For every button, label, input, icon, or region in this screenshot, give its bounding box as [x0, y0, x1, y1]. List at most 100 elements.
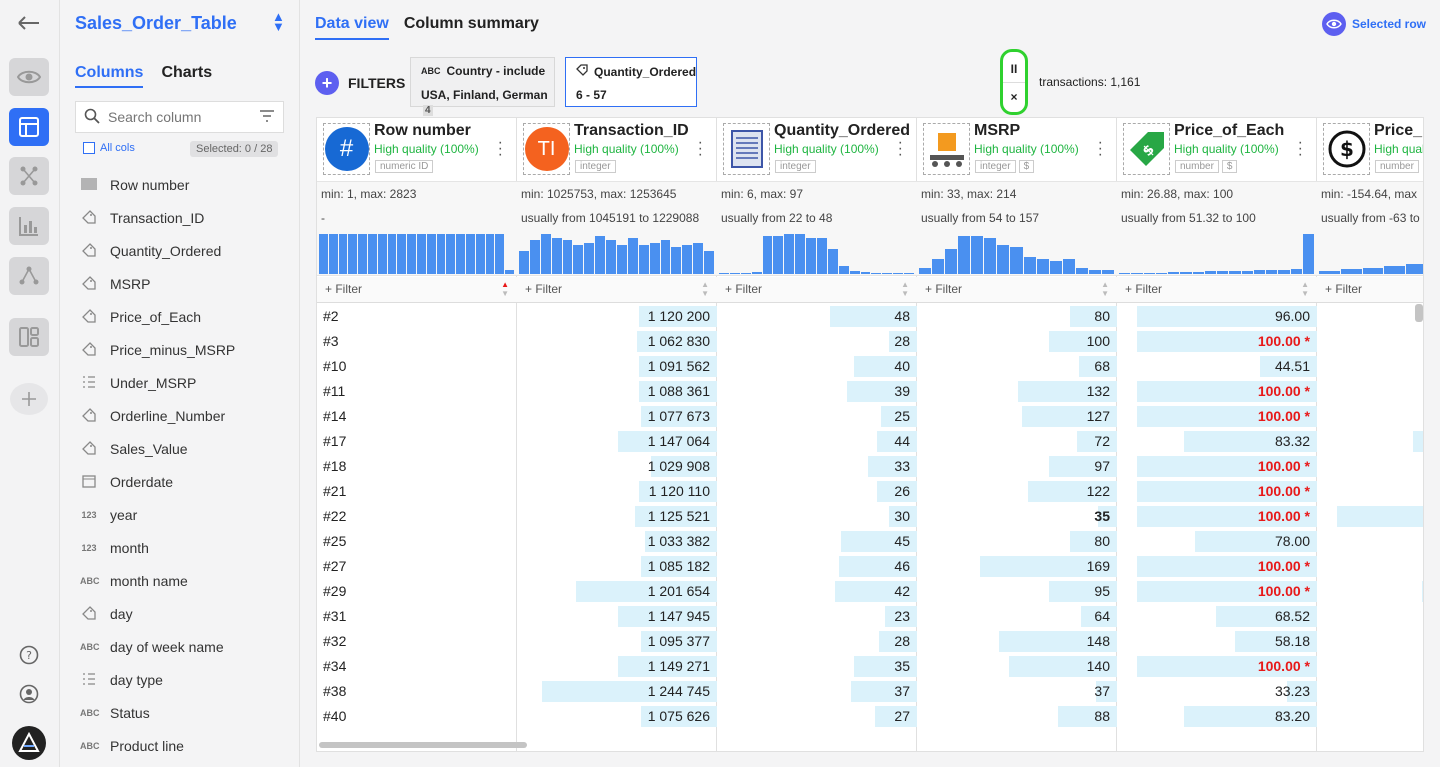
tab-data-view[interactable]: Data view	[315, 15, 389, 40]
table-cell[interactable]: #10	[317, 354, 517, 379]
table-cell[interactable]: #14	[317, 404, 517, 429]
search-input[interactable]	[108, 109, 251, 125]
table-cell[interactable]: 40	[717, 354, 917, 379]
table-cell[interactable]: 1 077 673	[517, 404, 717, 429]
table-cell[interactable]: 1 033 382	[517, 529, 717, 554]
table-cell[interactable]: 95	[917, 579, 1117, 604]
table-cell[interactable]: 1 125 521	[517, 504, 717, 529]
kebab-menu-icon[interactable]: · · ·	[697, 134, 703, 163]
table-cell[interactable]: #34	[317, 654, 517, 679]
table-cell[interactable]: 122	[917, 479, 1117, 504]
sidebar-column-item[interactable]: 123 year	[80, 498, 290, 531]
table-cell[interactable]: 45	[717, 529, 917, 554]
table-cell[interactable]: 100.00 *	[1117, 579, 1317, 604]
sidebar-column-item[interactable]: ABC day of week name	[80, 630, 290, 663]
add-filter-icon[interactable]: +	[315, 71, 339, 95]
table-cell[interactable]: 1 088 361	[517, 379, 717, 404]
column-filter-button[interactable]: + Filter ▲▼	[317, 277, 517, 303]
filter-chip-country[interactable]: ABC Country - include USA, Finland, Germa…	[410, 57, 555, 116]
table-cell[interactable]: #17	[317, 429, 517, 454]
vertical-scrollbar[interactable]	[1415, 304, 1423, 322]
table-cell[interactable]: 100.00 *	[1117, 404, 1317, 429]
table-cell[interactable]	[1317, 429, 1423, 454]
table-cell[interactable]: 1 029 908	[517, 454, 717, 479]
table-cell[interactable]: 23	[717, 604, 917, 629]
sidebar-column-item[interactable]: Orderdate	[80, 465, 290, 498]
table-cell[interactable]	[1317, 604, 1423, 629]
table-cell[interactable]: 72	[917, 429, 1117, 454]
kebab-menu-icon[interactable]: · · ·	[497, 134, 503, 163]
column-header[interactable]: TI Transaction_ID High quality (100%) integ…	[517, 118, 717, 182]
sidebar-column-item[interactable]: 123 month	[80, 531, 290, 564]
table-cell[interactable]: 100.00 *	[1117, 329, 1317, 354]
table-cell[interactable]: 83.20	[1117, 704, 1317, 729]
table-cell[interactable]: 148	[917, 629, 1117, 654]
sidebar-column-item[interactable]: Price_minus_MSRP	[80, 333, 290, 366]
table-cell[interactable]: 100.00 *	[1117, 654, 1317, 679]
chart-icon[interactable]	[9, 207, 49, 245]
selected-row-button[interactable]: Selected row	[1321, 12, 1426, 36]
table-cell[interactable]: 132	[917, 379, 1117, 404]
table-cell[interactable]: 25	[717, 404, 917, 429]
table-cell[interactable]: 1 120 200	[517, 304, 717, 329]
filter-chip-quantity[interactable]: Quantity_Ordered 6 - 57	[565, 57, 697, 107]
table-cell[interactable]: 44.51	[1117, 354, 1317, 379]
table-cell[interactable]	[1317, 579, 1423, 604]
table-cell[interactable]: #29	[317, 579, 517, 604]
table-cell[interactable]: 35	[917, 504, 1117, 529]
pause-filter-button[interactable]: II	[1010, 61, 1018, 76]
table-cell[interactable]: 1 095 377	[517, 629, 717, 654]
table-cell[interactable]: #18	[317, 454, 517, 479]
sort-icon[interactable]: ▲ ▼	[901, 280, 909, 298]
sort-icon[interactable]: ▲ ▼	[1301, 280, 1309, 298]
table-cell[interactable]: 68.52	[1117, 604, 1317, 629]
table-cell[interactable]: 1 147 945	[517, 604, 717, 629]
table-cell[interactable]	[1317, 404, 1423, 429]
table-cell[interactable]: 28	[717, 629, 917, 654]
table-cell[interactable]	[1317, 329, 1423, 354]
table-cell[interactable]: 100.00 *	[1117, 379, 1317, 404]
graph-icon[interactable]	[9, 257, 49, 295]
table-cell[interactable]: #40	[317, 704, 517, 729]
column-filter-button[interactable]: + Filter ▲▼	[717, 277, 917, 303]
all-cols-checkbox[interactable]: All cols	[83, 142, 135, 154]
column-header[interactable]: Quantity_Ordered High quality (100%) integ…	[717, 118, 917, 182]
table-cell[interactable]: 64	[917, 604, 1117, 629]
table-cell[interactable]	[1317, 529, 1423, 554]
filter-lines-icon[interactable]	[259, 109, 275, 125]
table-cell[interactable]: 100.00 *	[1117, 479, 1317, 504]
table-cell[interactable]	[1317, 654, 1423, 679]
table-cell[interactable]: 28	[717, 329, 917, 354]
checkbox-icon[interactable]	[83, 142, 95, 154]
table-cell[interactable]: #3	[317, 329, 517, 354]
sidebar-column-item[interactable]: Transaction_ID	[80, 201, 290, 234]
table-cell[interactable]: 42	[717, 579, 917, 604]
sidebar-column-item[interactable]: Under_MSRP	[80, 366, 290, 399]
table-cell[interactable]: 1 075 626	[517, 704, 717, 729]
sidebar-column-item[interactable]: MSRP	[80, 267, 290, 300]
back-icon[interactable]	[15, 9, 43, 37]
table-cell[interactable]: 30	[717, 504, 917, 529]
table-cell[interactable]: #22	[317, 504, 517, 529]
table-cell[interactable]: 80	[917, 304, 1117, 329]
table-cell[interactable]: 100.00 *	[1117, 554, 1317, 579]
table-cell[interactable]: 68	[917, 354, 1117, 379]
table-cell[interactable]	[1317, 454, 1423, 479]
dashboard-icon[interactable]	[9, 318, 49, 356]
flow-icon[interactable]	[9, 157, 49, 195]
table-cell[interactable]: #11	[317, 379, 517, 404]
sidebar-column-item[interactable]: day	[80, 597, 290, 630]
table-cell[interactable]: 83.32	[1117, 429, 1317, 454]
add-icon[interactable]	[10, 383, 48, 415]
table-cell[interactable]: #25	[317, 529, 517, 554]
table-cell[interactable]: 100	[917, 329, 1117, 354]
table-cell[interactable]: 140	[917, 654, 1117, 679]
column-filter-button[interactable]: + Filter ▲▼	[917, 277, 1117, 303]
sort-icon[interactable]: ▲ ▼	[701, 280, 709, 298]
table-cell[interactable]: 48	[717, 304, 917, 329]
table-cell[interactable]: 127	[917, 404, 1117, 429]
tab-columns[interactable]: Columns	[75, 64, 144, 88]
table-icon[interactable]	[9, 108, 49, 146]
table-cell[interactable]: 100.00 *	[1117, 504, 1317, 529]
table-cell[interactable]	[1317, 379, 1423, 404]
